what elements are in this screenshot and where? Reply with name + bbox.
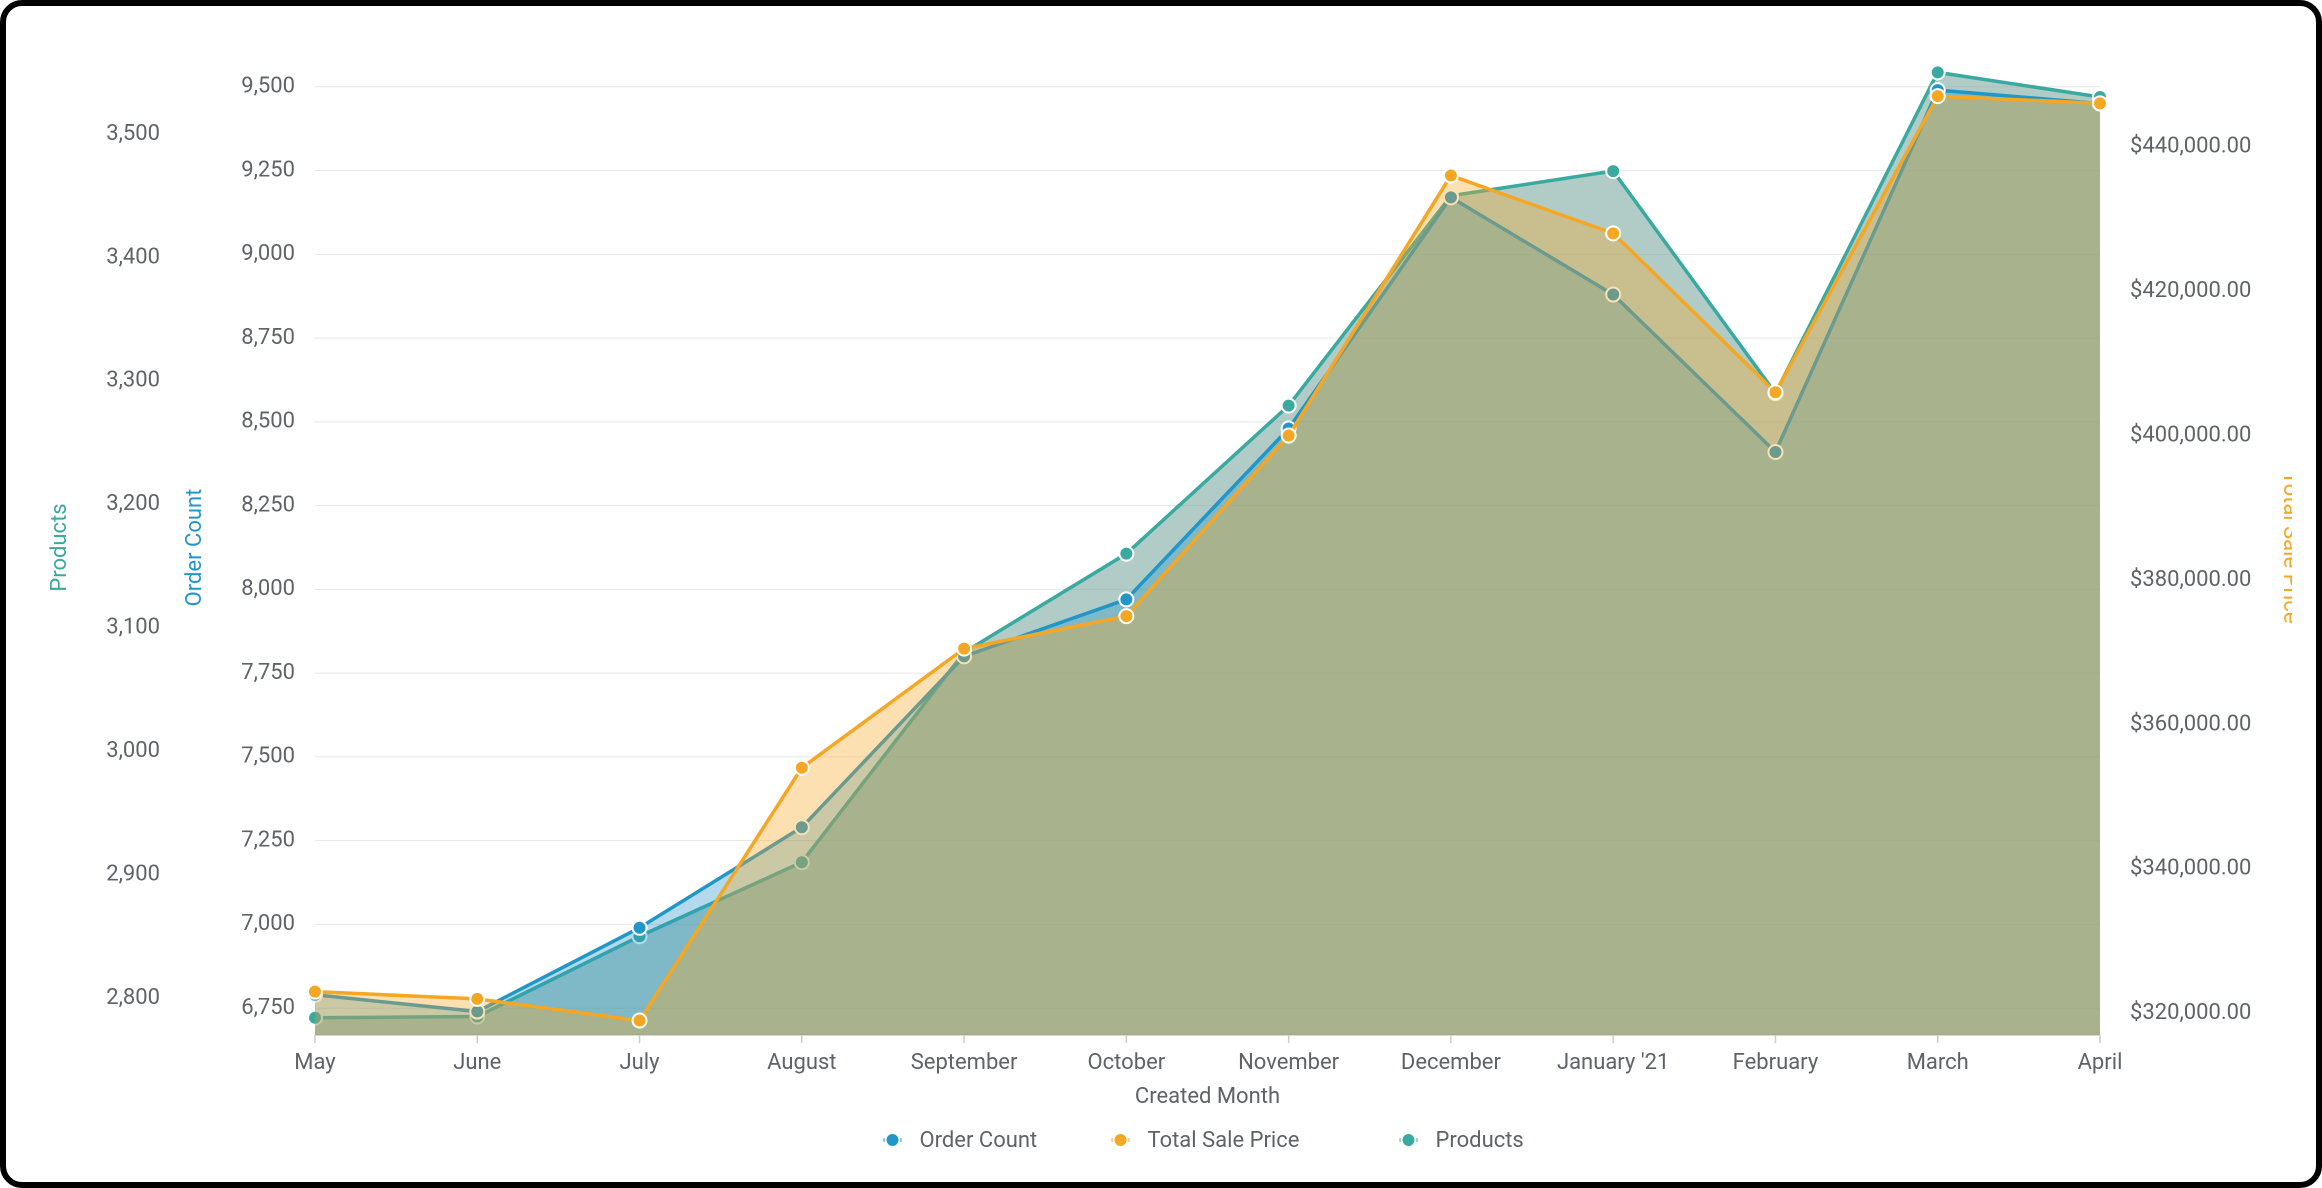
- svg-text:9,000: 9,000: [241, 241, 295, 266]
- svg-text:Products: Products: [1436, 1128, 1524, 1153]
- svg-text:2,800: 2,800: [106, 985, 160, 1010]
- svg-text:$440,000.00: $440,000.00: [2130, 133, 2251, 158]
- sale-price-point[interactable]: [957, 642, 971, 656]
- svg-text:3,400: 3,400: [106, 244, 160, 269]
- svg-text:December: December: [1401, 1050, 1502, 1075]
- svg-text:July: July: [620, 1050, 661, 1075]
- svg-text:$320,000.00: $320,000.00: [2130, 1000, 2251, 1025]
- svg-text:Total Sale Price: Total Sale Price: [1148, 1128, 1300, 1153]
- sale-price-point[interactable]: [633, 1014, 647, 1028]
- svg-text:8,250: 8,250: [241, 492, 295, 517]
- svg-text:$400,000.00: $400,000.00: [2130, 422, 2251, 447]
- svg-text:7,250: 7,250: [241, 827, 295, 852]
- products-point[interactable]: [1119, 547, 1133, 561]
- sale-price-area: [315, 96, 2100, 1035]
- sale-price-axis-title: Total Sale Price: [2278, 472, 2292, 624]
- sale-price-point[interactable]: [1282, 429, 1296, 443]
- svg-text:9,250: 9,250: [241, 157, 295, 182]
- svg-text:8,750: 8,750: [241, 325, 295, 350]
- svg-text:Created Month: Created Month: [1135, 1084, 1280, 1109]
- sale-price-point[interactable]: [1768, 385, 1782, 399]
- products-point[interactable]: [1606, 164, 1620, 178]
- svg-text:3,300: 3,300: [106, 368, 160, 393]
- svg-text:2,900: 2,900: [106, 861, 160, 886]
- products-point[interactable]: [1931, 65, 1945, 79]
- svg-text:7,750: 7,750: [241, 660, 295, 685]
- svg-text:August: August: [767, 1050, 836, 1075]
- svg-text:May: May: [294, 1050, 336, 1075]
- order-count-point[interactable]: [1119, 592, 1133, 606]
- svg-text:8,500: 8,500: [241, 409, 295, 434]
- legend-item-order-count[interactable]: Order Count: [884, 1128, 1038, 1153]
- multi-axis-area-chart: May June July August September October Novembe…: [30, 30, 2292, 1158]
- order-count-axis-title: Order Count: [182, 489, 207, 607]
- svg-text:Order Count: Order Count: [920, 1128, 1038, 1153]
- products-axis-title: Products: [47, 503, 72, 591]
- svg-text:3,100: 3,100: [106, 615, 160, 640]
- svg-text:February: February: [1733, 1050, 1819, 1075]
- sale-price-point[interactable]: [470, 992, 484, 1006]
- svg-text:9,500: 9,500: [241, 74, 295, 99]
- legend-item-total-sale-price[interactable]: Total Sale Price: [1112, 1128, 1300, 1153]
- sale-price-point[interactable]: [1931, 89, 1945, 103]
- products-point[interactable]: [1282, 399, 1296, 413]
- sale-price-point[interactable]: [795, 761, 809, 775]
- svg-text:$340,000.00: $340,000.00: [2130, 856, 2251, 881]
- legend-item-products[interactable]: Products: [1400, 1128, 1524, 1153]
- svg-text:3,000: 3,000: [106, 738, 160, 763]
- svg-text:January '21: January '21: [1557, 1050, 1669, 1075]
- svg-text:March: March: [1907, 1050, 1969, 1075]
- sale-price-point[interactable]: [1444, 169, 1458, 183]
- svg-text:April: April: [2078, 1050, 2123, 1075]
- sale-price-point[interactable]: [1606, 226, 1620, 240]
- svg-text:6,750: 6,750: [241, 995, 295, 1020]
- svg-text:8,000: 8,000: [241, 576, 295, 601]
- svg-text:$380,000.00: $380,000.00: [2130, 567, 2251, 592]
- order-count-point[interactable]: [633, 921, 647, 935]
- svg-text:3,200: 3,200: [106, 491, 160, 516]
- chart-frame: May June July August September October Novembe…: [0, 0, 2322, 1188]
- svg-text:7,500: 7,500: [241, 744, 295, 769]
- svg-text:$420,000.00: $420,000.00: [2130, 278, 2251, 303]
- svg-text:September: September: [911, 1050, 1018, 1075]
- svg-text:7,000: 7,000: [241, 911, 295, 936]
- svg-text:$360,000.00: $360,000.00: [2130, 711, 2251, 736]
- sale-price-point[interactable]: [308, 985, 322, 999]
- svg-text:3,500: 3,500: [106, 121, 160, 146]
- svg-text:October: October: [1088, 1050, 1166, 1075]
- svg-text:November: November: [1238, 1050, 1340, 1075]
- svg-text:June: June: [453, 1050, 501, 1075]
- sale-price-point[interactable]: [2093, 96, 2107, 110]
- sale-price-point[interactable]: [1119, 609, 1133, 623]
